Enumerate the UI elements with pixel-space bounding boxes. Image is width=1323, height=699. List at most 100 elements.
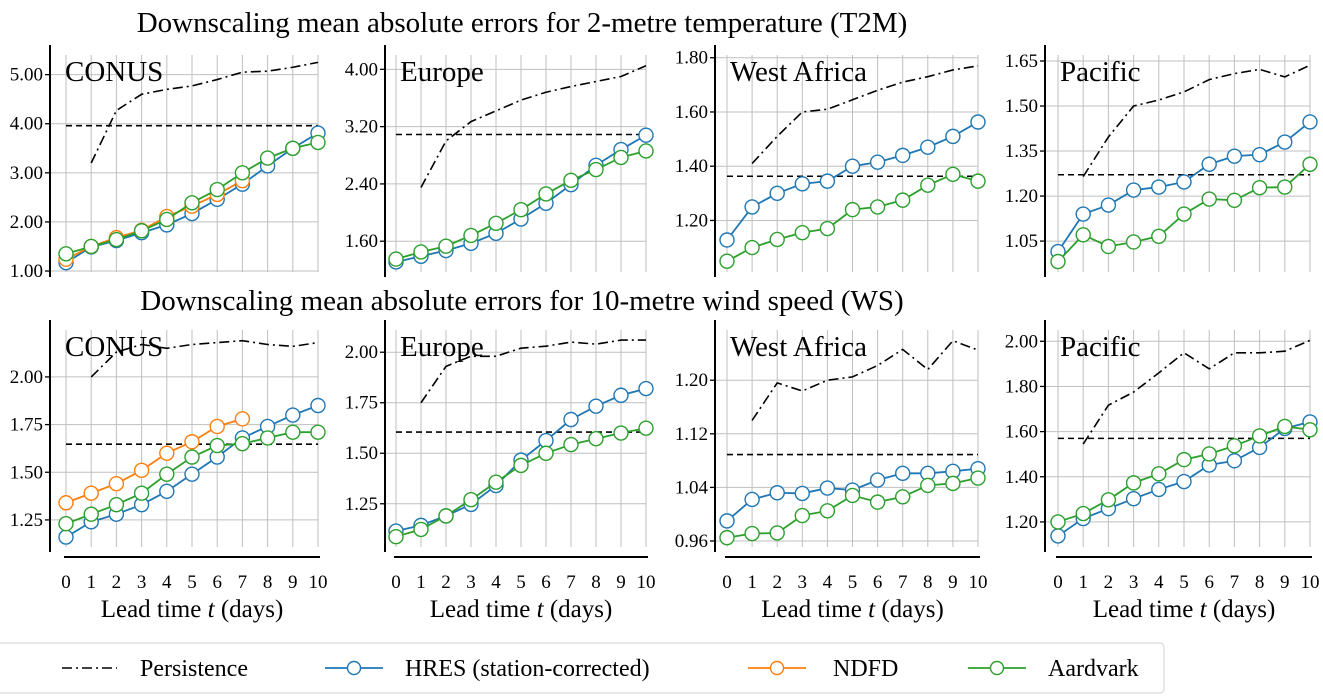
- ndfd-point: [108, 475, 125, 492]
- aardvark-point: [209, 181, 225, 198]
- panel-1-2: 0.96 1.04 1.12 1.20 West Africa 0 1 2 3 4 5 6 7 8 9 10 L…: [675, 320, 988, 623]
- x-axis-label-text: Lead time: [101, 596, 208, 623]
- x-axis-label-unit: (days): [544, 596, 613, 623]
- y-tick-label: 1.50: [1005, 96, 1038, 117]
- aardvark-point: [1100, 492, 1117, 508]
- y-tick-label: 2.00: [345, 342, 378, 363]
- aardvark-point: [1100, 238, 1117, 255]
- aardvark-point: [563, 436, 579, 453]
- hres-point: [869, 472, 886, 488]
- x-tick-label: 3: [798, 572, 808, 593]
- region-label: Pacific: [1060, 331, 1141, 363]
- aardvark-point: [463, 492, 479, 508]
- hres-point: [588, 398, 604, 414]
- aardvark-point: [1176, 206, 1192, 222]
- x-tick-label: 4: [162, 572, 172, 593]
- x-tick-label: 1: [416, 572, 426, 593]
- ndfd-point: [209, 418, 225, 435]
- y-tick-label: 1.60: [675, 102, 708, 123]
- x-tick-label: 1: [1078, 572, 1088, 593]
- x-tick-label: 7: [566, 572, 576, 593]
- ndfd-point: [133, 462, 150, 479]
- aardvark-point: [413, 521, 429, 538]
- y-tick-label: 1.20: [675, 370, 708, 391]
- aardvark-point: [1151, 466, 1167, 482]
- x-tick-label: 0: [391, 572, 401, 593]
- hres-point: [159, 483, 175, 500]
- aardvark-point: [638, 420, 654, 436]
- chart-title: Downscaling mean absolute errors for 2-m…: [137, 7, 908, 39]
- x-axis-label-variable: t: [868, 596, 876, 623]
- aardvark-point: [895, 192, 911, 208]
- x-axis-label: Lead time t (days): [761, 596, 944, 623]
- y-tick-label: 3.00: [10, 163, 43, 184]
- legend-item-persistence: Persistence: [62, 656, 248, 682]
- hres-point: [638, 127, 654, 143]
- x-tick-label: 2: [1104, 572, 1114, 593]
- x-tick-label: 10: [309, 572, 328, 593]
- y-tick-label: 1.05: [1005, 231, 1038, 252]
- x-tick-label: 4: [1154, 572, 1164, 593]
- ndfd-point: [234, 411, 251, 427]
- legend-item-ndfd: NDFD: [748, 656, 898, 682]
- aardvark-point: [1151, 228, 1167, 244]
- aardvark-point: [184, 449, 200, 465]
- region-label: CONUS: [65, 56, 163, 88]
- hres-point: [719, 232, 735, 248]
- hres-point: [1151, 481, 1167, 498]
- x-axis-label-unit: (days): [875, 596, 944, 623]
- hres-point: [719, 513, 735, 529]
- aardvark-point: [513, 457, 529, 474]
- y-tick-label: 1.20: [675, 210, 708, 231]
- hres-point: [1201, 156, 1217, 172]
- x-axis-label-text: Lead time: [430, 596, 537, 623]
- hres-point: [769, 485, 785, 501]
- persistence-line: [420, 65, 647, 188]
- aardvark-point: [259, 430, 276, 446]
- aardvark-point: [794, 224, 810, 241]
- aardvark-point: [259, 150, 276, 166]
- x-tick-label: 6: [873, 572, 883, 593]
- ndfd-point: [83, 485, 99, 501]
- x-tick-label: 8: [1255, 572, 1265, 593]
- aardvark-point: [438, 508, 454, 524]
- aardvark-point: [1277, 418, 1293, 435]
- legend: Persistence HRES (station-corrected) NDFD A…: [0, 642, 1165, 694]
- hres-point: [945, 128, 961, 145]
- aardvark-legend-marker: [989, 660, 1005, 676]
- aardvark-point: [1176, 451, 1192, 468]
- hres-point: [920, 139, 936, 155]
- ndfd-point: [159, 445, 175, 461]
- x-tick-label: 0: [722, 572, 732, 593]
- panel-1-1: 1.25 1.50 1.75 2.00 Europe 0 1 2 3 4 5 6 7 8 9 10 Lead t…: [345, 320, 656, 623]
- aardvark-point: [719, 253, 735, 269]
- y-tick-label: 1.12: [675, 424, 708, 445]
- x-tick-label: 5: [848, 572, 858, 593]
- hres-point: [58, 529, 74, 545]
- legend-box: [0, 642, 1165, 694]
- aardvark-point: [438, 238, 454, 254]
- aardvark-point: [769, 231, 785, 248]
- panel-0-3: 1.05 1.20 1.35 1.50 1.65 Pacific: [1005, 45, 1318, 277]
- aardvark-point: [133, 485, 150, 501]
- hres-point: [844, 158, 861, 174]
- aardvark-point: [83, 238, 99, 255]
- x-tick-label: 3: [137, 572, 147, 593]
- legend-item-hres: HRES (station-corrected): [325, 656, 650, 682]
- hres-point: [1226, 148, 1243, 164]
- aardvark-point: [744, 239, 760, 256]
- aardvark-point: [719, 529, 735, 546]
- hres-point: [744, 199, 760, 215]
- aardvark-point: [895, 489, 911, 505]
- aardvark-point: [513, 201, 529, 218]
- x-tick-label: 8: [923, 572, 933, 593]
- x-tick-label: 9: [1280, 572, 1290, 593]
- x-tick-label: 7: [898, 572, 908, 593]
- aardvark-point: [769, 525, 785, 541]
- aardvark-point: [1302, 422, 1318, 438]
- hres-point: [563, 411, 579, 428]
- persistence-line: [90, 61, 319, 164]
- panel-1-0: 1.25 1.50 1.75 2.00 CONUS 0 1 2 3 4 5 6 7 8 9 10 Lead ti…: [10, 320, 328, 623]
- persistence-line: [751, 65, 979, 165]
